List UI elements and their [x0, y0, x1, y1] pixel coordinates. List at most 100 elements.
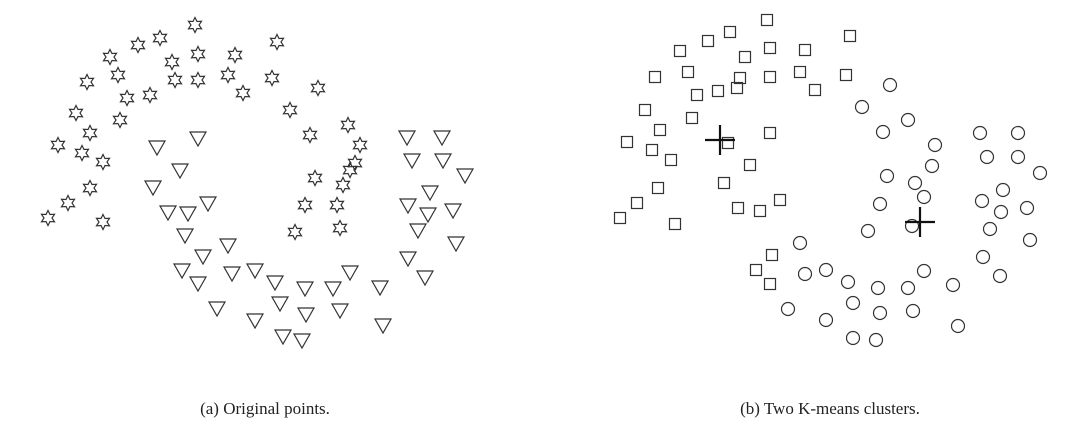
circle-marker	[875, 124, 891, 140]
original-points-panel	[40, 16, 475, 350]
square-marker	[763, 70, 777, 84]
star-marker	[352, 136, 368, 154]
square-marker	[763, 41, 777, 55]
square-marker	[808, 83, 822, 97]
circle-marker	[974, 193, 990, 209]
star-marker	[287, 223, 303, 241]
square-marker	[648, 70, 662, 84]
triangle-marker	[455, 168, 475, 185]
triangle-marker	[418, 207, 438, 224]
star-marker	[130, 36, 146, 54]
triangle-marker	[147, 140, 167, 157]
square-marker	[763, 126, 777, 140]
square-marker	[651, 181, 665, 195]
star-marker	[102, 48, 118, 66]
triangle-marker	[295, 281, 315, 298]
circle-marker	[872, 196, 888, 212]
star-marker	[112, 111, 128, 129]
square-marker	[723, 25, 737, 39]
square-marker	[843, 29, 857, 43]
square-marker	[765, 248, 779, 262]
star-marker	[329, 196, 345, 214]
triangle-marker	[433, 153, 453, 170]
square-marker	[773, 193, 787, 207]
square-marker	[653, 123, 667, 137]
circle-marker	[905, 303, 921, 319]
circle-marker	[1032, 165, 1048, 181]
square-marker	[733, 71, 747, 85]
square-marker	[798, 43, 812, 57]
triangle-marker	[218, 238, 238, 255]
triangle-marker	[158, 205, 178, 222]
square-marker	[711, 84, 725, 98]
circle-marker	[916, 189, 932, 205]
square-marker	[620, 135, 634, 149]
circle-marker	[992, 268, 1008, 284]
triangle-marker	[330, 303, 350, 320]
circle-marker	[840, 274, 856, 290]
square-marker	[793, 65, 807, 79]
centroid-marker	[705, 125, 735, 155]
circle-marker	[900, 280, 916, 296]
circle-marker	[975, 249, 991, 265]
circle-marker	[982, 221, 998, 237]
square-marker	[681, 65, 695, 79]
triangle-marker	[188, 131, 208, 148]
square-marker	[760, 13, 774, 27]
circle-marker	[860, 223, 876, 239]
star-marker	[227, 46, 243, 64]
triangle-marker	[398, 251, 418, 268]
square-marker	[701, 34, 715, 48]
circle-marker	[916, 263, 932, 279]
square-marker	[645, 143, 659, 157]
star-marker	[82, 179, 98, 197]
star-marker	[119, 89, 135, 107]
triangle-marker	[198, 196, 218, 213]
circle-marker	[792, 235, 808, 251]
triangle-marker	[432, 130, 452, 147]
square-marker	[613, 211, 627, 225]
kmeans-panel	[613, 13, 1048, 348]
square-marker	[685, 111, 699, 125]
star-marker	[282, 101, 298, 119]
circle-marker	[904, 218, 920, 234]
star-marker	[332, 219, 348, 237]
triangle-marker	[340, 265, 360, 282]
circle-marker	[879, 168, 895, 184]
star-marker	[50, 136, 66, 154]
circle-marker	[1010, 125, 1026, 141]
circle-marker	[907, 175, 923, 191]
star-marker	[167, 71, 183, 89]
star-marker	[95, 213, 111, 231]
star-marker	[74, 144, 90, 162]
star-marker	[297, 196, 313, 214]
circle-marker	[818, 312, 834, 328]
triangle-marker	[397, 130, 417, 147]
circle-marker	[818, 262, 834, 278]
star-marker	[264, 69, 280, 87]
star-marker	[190, 45, 206, 63]
star-marker	[60, 194, 76, 212]
star-marker	[235, 84, 251, 102]
star-marker	[342, 161, 358, 179]
square-marker	[668, 217, 682, 231]
triangle-marker	[245, 313, 265, 330]
triangle-marker	[245, 263, 265, 280]
square-marker	[749, 263, 763, 277]
triangle-marker	[175, 228, 195, 245]
square-marker	[743, 158, 757, 172]
circle-marker	[1019, 200, 1035, 216]
square-marker	[638, 103, 652, 117]
star-marker	[152, 29, 168, 47]
star-marker	[95, 153, 111, 171]
triangle-marker	[370, 280, 390, 297]
star-marker	[82, 124, 98, 142]
triangle-marker	[170, 163, 190, 180]
triangle-marker	[408, 223, 428, 240]
triangle-marker	[143, 180, 163, 197]
star-marker	[164, 53, 180, 71]
square-marker	[731, 201, 745, 215]
circle-marker	[945, 277, 961, 293]
circle-marker	[1022, 232, 1038, 248]
star-marker	[340, 116, 356, 134]
